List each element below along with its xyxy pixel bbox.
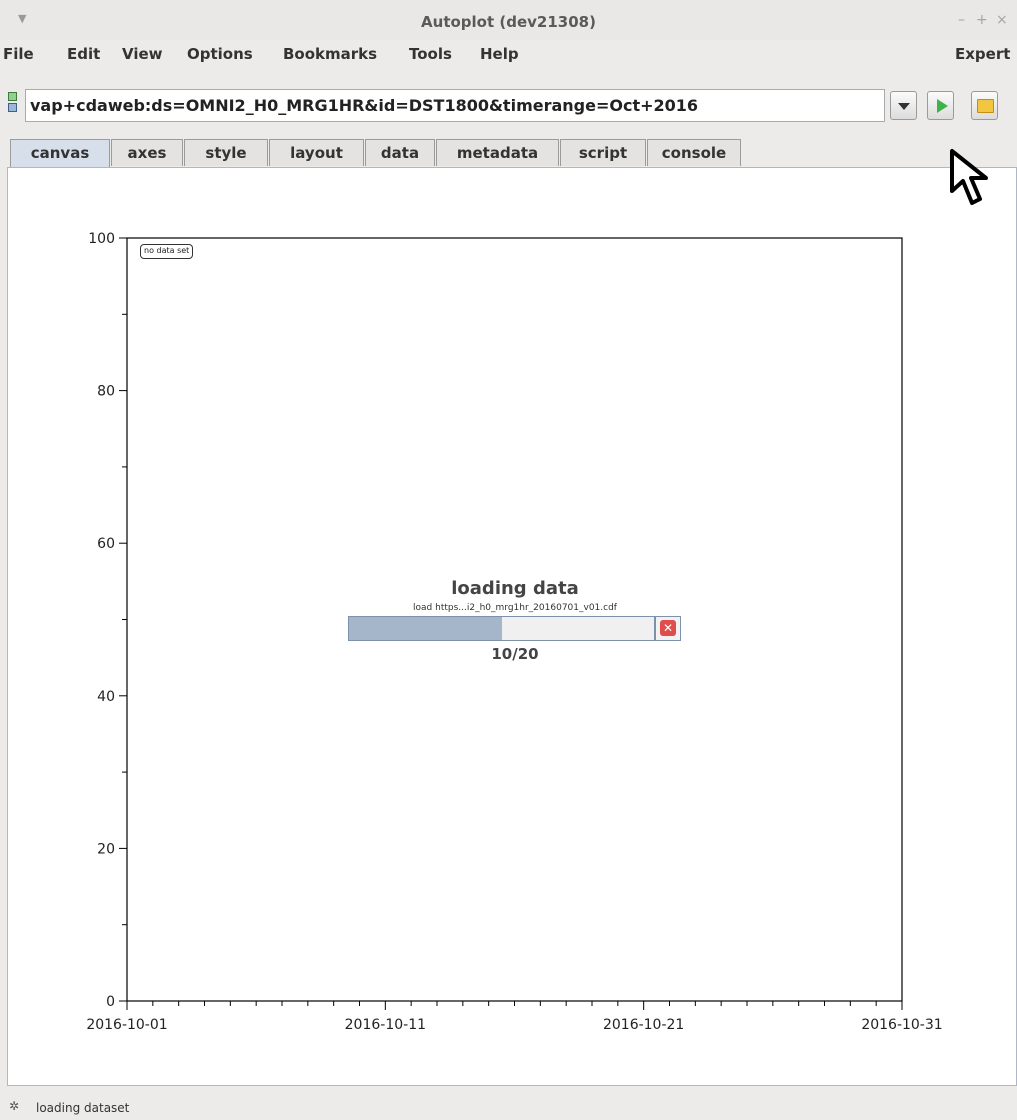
tab-metadata[interactable]: metadata <box>436 139 559 166</box>
window-title: Autoplot (dev21308) <box>421 13 596 31</box>
menu-options[interactable]: Options <box>187 45 253 63</box>
y-tick-label: 100 <box>88 231 115 247</box>
uri-input[interactable] <box>26 90 888 121</box>
open-file-button[interactable] <box>971 91 998 120</box>
menu-bar: File Edit View Options Bookmarks Tools H… <box>0 40 1017 68</box>
menu-file[interactable]: File <box>3 45 34 63</box>
data-source-icon <box>8 92 17 112</box>
y-tick-label: 40 <box>97 689 115 705</box>
y-tick-label: 60 <box>97 536 115 552</box>
x-axis: 2016-10-01 2016-10-11 2016-10-21 2016-10-31 <box>86 1001 943 1033</box>
window-menu-icon[interactable]: ▼ <box>18 12 27 25</box>
loading-progress-fill <box>349 617 502 640</box>
tab-layout[interactable]: layout <box>269 139 364 166</box>
menu-edit[interactable]: Edit <box>67 45 101 63</box>
x-tick-label: 2016-10-31 <box>861 1017 942 1033</box>
x-tick-label: 2016-10-11 <box>345 1017 426 1033</box>
folder-icon <box>977 99 994 113</box>
tab-axes[interactable]: axes <box>111 139 183 166</box>
menu-help[interactable]: Help <box>480 45 519 63</box>
status-bar: ✲ loading dataset <box>0 1092 1017 1120</box>
tab-console[interactable]: console <box>647 139 741 166</box>
title-bar: ▼ Autoplot (dev21308) – + × <box>0 0 1017 40</box>
loading-count: 10/20 <box>491 645 539 663</box>
uri-field[interactable] <box>25 89 888 122</box>
x-tick-label: 2016-10-01 <box>86 1017 167 1033</box>
close-icon: ✕ <box>660 620 676 636</box>
status-text: loading dataset <box>36 1101 130 1115</box>
menu-bookmarks[interactable]: Bookmarks <box>283 45 378 63</box>
y-tick-label: 20 <box>97 841 115 857</box>
menu-expert[interactable]: Expert <box>955 45 1011 63</box>
no-data-label: no data set <box>140 244 194 259</box>
y-axis: 0 20 40 60 80 100 <box>88 231 127 1010</box>
close-button[interactable]: × <box>996 12 1008 28</box>
y-tick-label: 80 <box>97 384 115 400</box>
x-tick-label: 2016-10-21 <box>603 1017 684 1033</box>
menu-tools[interactable]: Tools <box>409 45 452 63</box>
cancel-loading-button[interactable]: ✕ <box>655 616 681 641</box>
menu-view[interactable]: View <box>122 45 163 63</box>
loading-file: load https...i2_h0_mrg1hr_20160701_v01.c… <box>413 603 617 613</box>
plot-go-button[interactable] <box>927 91 954 120</box>
y-tick-label: 0 <box>106 994 115 1010</box>
loading-title: loading data <box>451 578 579 599</box>
loading-progress-bar <box>348 616 655 641</box>
spinner-icon: ✲ <box>9 1099 20 1113</box>
uri-history-dropdown[interactable] <box>890 91 917 120</box>
minimize-button[interactable]: – <box>958 12 965 28</box>
chevron-down-icon <box>898 103 910 110</box>
play-icon <box>937 99 948 113</box>
tab-data[interactable]: data <box>365 139 435 166</box>
maximize-button[interactable]: + <box>976 12 988 28</box>
tab-style[interactable]: style <box>184 139 268 166</box>
tab-script[interactable]: script <box>560 139 646 166</box>
tab-canvas[interactable]: canvas <box>10 139 110 168</box>
mouse-pointer-icon <box>950 149 988 205</box>
